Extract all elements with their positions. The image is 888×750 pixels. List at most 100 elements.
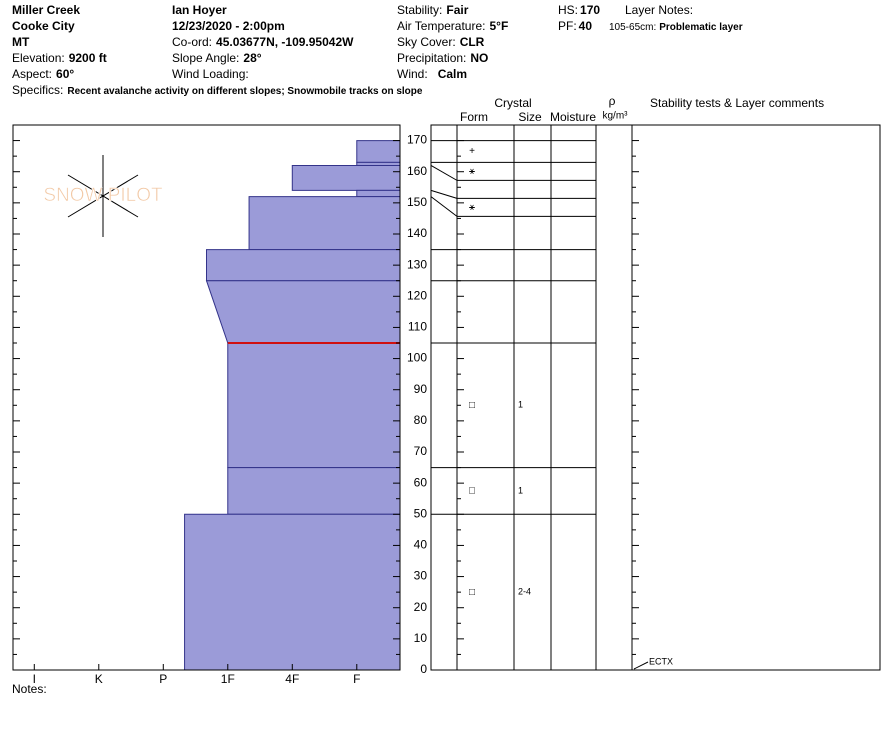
- label: Sky Cover:: [397, 35, 456, 49]
- y-tick-label: 160: [407, 164, 427, 178]
- area: Cooke City: [12, 19, 75, 33]
- y-tick-label: 130: [407, 257, 427, 271]
- label: Specifics:: [12, 83, 63, 97]
- x-tick-label: I: [33, 672, 36, 686]
- x-tick-label: P: [159, 672, 167, 686]
- y-tick-label: 100: [407, 351, 427, 365]
- value: 170: [580, 3, 600, 17]
- logo: [67, 155, 139, 237]
- y-tick-label: 60: [414, 475, 428, 489]
- sky: Sky Cover: CLR: [397, 35, 485, 49]
- value: Calm: [438, 67, 467, 81]
- label: Elevation:: [12, 51, 65, 65]
- coord: Co-ord: 45.03677N, -109.95042W: [172, 35, 354, 49]
- y-tick-label: 50: [414, 506, 428, 520]
- hardness-frame: [12, 124, 401, 671]
- layer-note: 105-65cm: Problematic layer: [609, 22, 743, 33]
- y-tick-label: 20: [414, 600, 428, 614]
- grain-form: ⚹: [469, 202, 475, 213]
- col-size: Size: [518, 110, 542, 124]
- grain-form: □: [469, 400, 475, 411]
- label: PF:: [558, 19, 577, 33]
- value: 28°: [243, 51, 261, 65]
- y-tick-label: 110: [408, 320, 427, 334]
- label: HS:: [558, 3, 578, 17]
- plot-area: [184, 140, 401, 671]
- col-rho: ρ: [609, 94, 616, 108]
- air-temp: Air Temperature: 5°F: [397, 19, 508, 33]
- value: 45.03677N, -109.95042W: [216, 35, 354, 49]
- hardness-layer: [227, 342, 401, 469]
- hardness-layer: [291, 164, 401, 191]
- value: 60°: [56, 67, 74, 81]
- datetime: 12/23/2020 - 2:00pm: [172, 19, 285, 33]
- label: Co-ord:: [172, 35, 212, 49]
- label: Aspect:: [12, 67, 52, 81]
- stability: Stability: Fair: [397, 3, 469, 17]
- y-tick-label: 70: [414, 444, 428, 458]
- hardness-layer: [205, 280, 401, 344]
- value: CLR: [460, 35, 485, 49]
- state: MT: [12, 35, 30, 49]
- grain-form: ⚹: [469, 166, 475, 177]
- label: Wind:: [397, 67, 428, 81]
- label: Air Temperature:: [397, 19, 485, 33]
- value: NO: [470, 51, 488, 65]
- test-pointer: [633, 661, 649, 670]
- note: Problematic layer: [659, 22, 742, 33]
- range: 105-65cm:: [609, 22, 656, 33]
- y-tick-label: 80: [414, 413, 428, 427]
- col-comments: Stability tests & Layer comments: [650, 96, 824, 110]
- grain-size: 2-4: [518, 587, 531, 597]
- hardness-layer: [184, 513, 401, 671]
- label: Precipitation:: [397, 51, 466, 65]
- x-tick-label: 4F: [285, 672, 299, 686]
- wind-loading: Wind Loading:: [172, 67, 249, 81]
- y-tick-label: 150: [407, 195, 427, 209]
- x-tick-label: K: [95, 672, 103, 686]
- y-tick-label: 10: [414, 631, 428, 645]
- hardness-layer: [248, 196, 401, 251]
- hardness-layer: [356, 140, 401, 163]
- x-tick-label: 1F: [221, 672, 235, 686]
- y-tick-label: 170: [407, 133, 427, 147]
- value: 9200 ft: [69, 51, 107, 65]
- grain-size: 1: [518, 400, 523, 410]
- specifics: Specifics: Recent avalanche activity on d…: [12, 83, 423, 97]
- col-crystal: Crystal: [494, 96, 531, 110]
- layer-notes-label: Layer Notes:: [625, 3, 693, 17]
- y-tick-label: 30: [414, 569, 428, 583]
- hardness-layer: [227, 467, 401, 515]
- aspect: Aspect: 60°: [12, 67, 74, 81]
- col-density-unit: kg/m³: [603, 111, 629, 122]
- grain-size: 1: [518, 485, 523, 495]
- elevation: Elevation: 9200 ft: [12, 51, 107, 65]
- layer-connector: [430, 165, 458, 181]
- observer: Ian Hoyer: [172, 3, 227, 17]
- layer-table-frame: [430, 124, 881, 671]
- value: Fair: [446, 3, 468, 17]
- slope: Slope Angle: 28°: [172, 51, 262, 65]
- col-moisture: Moisture: [550, 110, 596, 124]
- hs: HS: 170: [558, 3, 600, 17]
- y-tick-label: 90: [414, 382, 428, 396]
- layer-connector: [430, 196, 458, 217]
- y-tick-label: 140: [407, 226, 427, 240]
- value: 5°F: [489, 19, 508, 33]
- y-tick-label: 40: [414, 538, 428, 552]
- grain-form: +: [469, 146, 475, 157]
- value: 40: [579, 19, 593, 33]
- wind: Wind: Calm: [397, 67, 467, 81]
- x-tick-label: F: [353, 672, 360, 686]
- grain-form: □: [469, 486, 475, 497]
- y-tick-label: 120: [407, 288, 427, 302]
- col-form: Form: [460, 110, 488, 124]
- label: Slope Angle:: [172, 51, 239, 65]
- grain-form: □: [469, 587, 475, 598]
- hardness-layer: [206, 249, 401, 282]
- notes-label: Notes:: [12, 682, 47, 696]
- site: Miller Creek: [12, 3, 80, 17]
- value: Recent avalanche activity on different s…: [67, 86, 423, 97]
- y-tick-label: 0: [420, 662, 427, 676]
